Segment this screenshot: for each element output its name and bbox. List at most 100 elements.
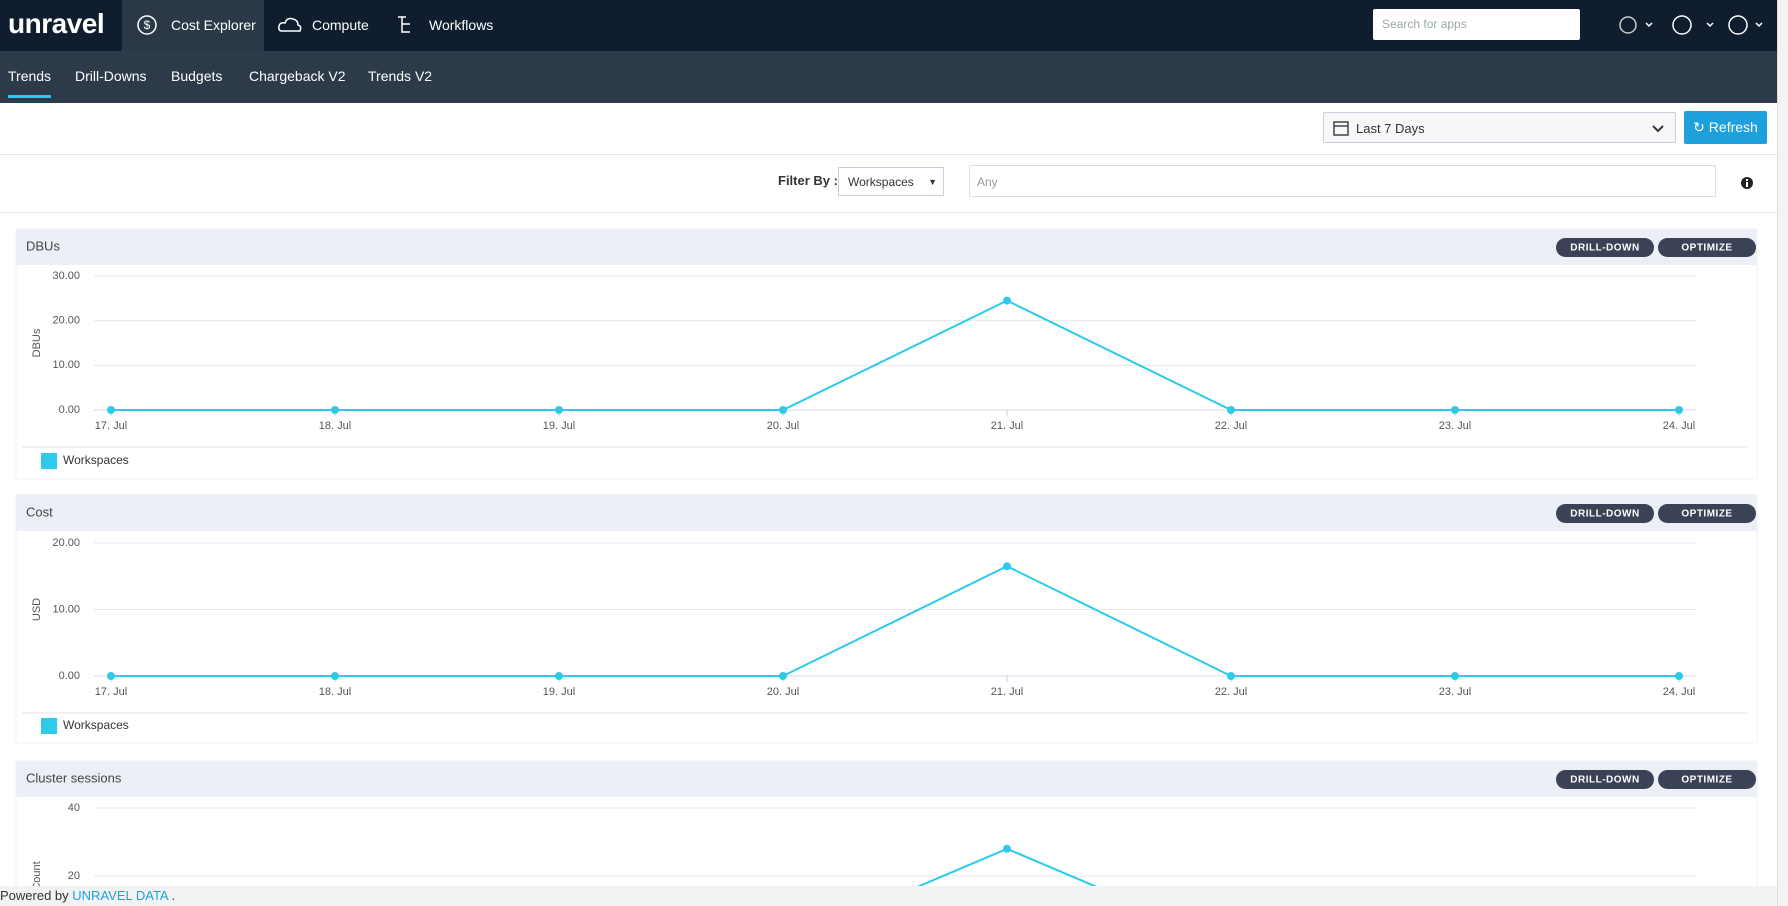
search-input[interactable]: Search for apps bbox=[1373, 9, 1580, 40]
x-tick-label: 19. Jul bbox=[543, 686, 575, 698]
panel-header bbox=[16, 761, 1757, 797]
panel-title: Cost bbox=[26, 504, 53, 519]
sub-nav: Trends Drill-Downs Budgets Chargeback V2… bbox=[0, 51, 1778, 103]
legend-swatch[interactable] bbox=[41, 718, 57, 734]
legend-swatch[interactable] bbox=[41, 453, 57, 469]
y-tick-label: 20.00 bbox=[52, 315, 80, 327]
x-tick-label: 20. Jul bbox=[767, 686, 799, 698]
y-tick-label: 0.00 bbox=[59, 670, 80, 682]
info-icon[interactable] bbox=[1740, 176, 1754, 190]
svg-text:$: $ bbox=[144, 18, 151, 32]
action-label: OPTIMIZE bbox=[1681, 243, 1732, 254]
action-label: DRILL-DOWN bbox=[1570, 509, 1639, 520]
data-point bbox=[1675, 406, 1683, 414]
data-point bbox=[1227, 406, 1235, 414]
nav-icons bbox=[1619, 15, 1763, 35]
y-tick-label: 10.00 bbox=[52, 359, 80, 371]
filter-label: Filter By : bbox=[778, 173, 838, 188]
data-point bbox=[331, 406, 339, 414]
action-label: OPTIMIZE bbox=[1681, 775, 1732, 786]
tab[interactable]: Chargeback V2 bbox=[249, 68, 346, 84]
plot: DBUs 0.00 10.00 20.00 30.00 17. Jul 18. Jul 19.… bbox=[22, 270, 1747, 469]
plot: USD 0.00 10.00 20.00 17. Jul 18. Jul 19. Jul 20… bbox=[22, 537, 1747, 734]
nav-label: Compute bbox=[312, 17, 369, 33]
y-tick-label: 40 bbox=[68, 802, 80, 814]
action-button[interactable] bbox=[1556, 504, 1654, 523]
tab[interactable]: Budgets bbox=[171, 68, 223, 84]
nav-label: Workflows bbox=[429, 17, 494, 33]
action-button[interactable] bbox=[1556, 770, 1654, 789]
x-tick-label: 18. Jul bbox=[319, 686, 351, 698]
refresh-label: Refresh bbox=[1708, 119, 1758, 135]
data-point bbox=[331, 672, 339, 680]
legend-label: Workspaces bbox=[63, 453, 129, 467]
x-tick-label: 17. Jul bbox=[95, 686, 127, 698]
action-button[interactable] bbox=[1658, 770, 1756, 789]
toolbar: Last 7 Days ↻ Refresh bbox=[0, 103, 1778, 155]
action-label: DRILL-DOWN bbox=[1570, 243, 1639, 254]
legend-label: Workspaces bbox=[63, 718, 129, 732]
nav-item[interactable]: $ Cost Explorer bbox=[122, 0, 264, 51]
data-point bbox=[1451, 406, 1459, 414]
refresh-button[interactable]: ↻ Refresh bbox=[1684, 111, 1767, 144]
data-point bbox=[1003, 562, 1011, 571]
icon bbox=[1333, 121, 1349, 136]
data-point bbox=[779, 406, 787, 414]
footer-link[interactable]: UNRAVEL DATA bbox=[72, 888, 168, 903]
filter-select-label: Workspaces bbox=[848, 175, 914, 189]
nav-item[interactable]: Compute bbox=[276, 0, 376, 51]
x-tick-label: 21. Jul bbox=[991, 686, 1023, 698]
x-tick-label: 22. Jul bbox=[1215, 686, 1247, 698]
footer: Powered by UNRAVEL DATA . bbox=[0, 886, 1778, 906]
tab[interactable]: Trends bbox=[8, 51, 52, 98]
scrollbar[interactable] bbox=[1777, 0, 1788, 906]
y-tick-label: 0.00 bbox=[59, 404, 80, 416]
action-button[interactable] bbox=[1556, 238, 1654, 257]
action-label: OPTIMIZE bbox=[1681, 509, 1732, 520]
y-tick-label: 30.00 bbox=[52, 270, 80, 282]
data-point bbox=[1003, 844, 1011, 853]
data-point bbox=[555, 672, 563, 680]
data-point bbox=[1675, 672, 1683, 680]
x-tick-label: 18. Jul bbox=[319, 420, 351, 432]
series-line bbox=[111, 565, 1679, 677]
x-tick-label: 20. Jul bbox=[767, 420, 799, 432]
data-point bbox=[1451, 672, 1459, 680]
y-tick-label: 20 bbox=[68, 870, 80, 882]
panel-title: DBUs bbox=[26, 238, 60, 253]
footer-text: Powered by bbox=[0, 888, 69, 903]
x-tick-label: 23. Jul bbox=[1439, 420, 1471, 432]
icon bbox=[278, 17, 302, 32]
data-point bbox=[107, 406, 115, 414]
filter-select[interactable]: Workspaces ▼ bbox=[838, 167, 944, 196]
x-tick-label: 21. Jul bbox=[991, 420, 1023, 432]
filter-bar: Filter By : Workspaces ▼ Any bbox=[0, 155, 1778, 213]
action-button[interactable] bbox=[1658, 238, 1756, 257]
panel-title: Cluster sessions bbox=[26, 770, 122, 785]
date-range-select[interactable]: Last 7 Days bbox=[1323, 112, 1676, 143]
y-tick-label: 20.00 bbox=[52, 537, 80, 549]
x-tick-label: 23. Jul bbox=[1439, 686, 1471, 698]
y-axis-label: DBUs bbox=[31, 328, 43, 357]
tab[interactable]: Drill-Downs bbox=[75, 68, 147, 84]
y-tick-label: 10.00 bbox=[52, 603, 80, 615]
action-button[interactable] bbox=[1658, 504, 1756, 523]
nav-label: Cost Explorer bbox=[171, 17, 256, 33]
nav-item[interactable]: Workflows bbox=[394, 0, 504, 51]
icon bbox=[1652, 125, 1664, 133]
tab[interactable]: Trends V2 bbox=[368, 68, 433, 84]
top-nav: unravel $ Cost Explorer Compute Workflows… bbox=[0, 0, 1778, 51]
filter-input[interactable]: Any bbox=[969, 165, 1716, 197]
icon: $ bbox=[137, 15, 157, 35]
icon bbox=[398, 16, 410, 33]
action-label: DRILL-DOWN bbox=[1570, 775, 1639, 786]
data-point bbox=[1227, 672, 1235, 680]
x-tick-label: 19. Jul bbox=[543, 420, 575, 432]
y-axis-label: Count bbox=[31, 861, 43, 890]
series-line bbox=[111, 299, 1679, 411]
data-point bbox=[779, 672, 787, 680]
logo[interactable]: unravel bbox=[8, 8, 105, 39]
x-tick-label: 24. Jul bbox=[1663, 686, 1695, 698]
